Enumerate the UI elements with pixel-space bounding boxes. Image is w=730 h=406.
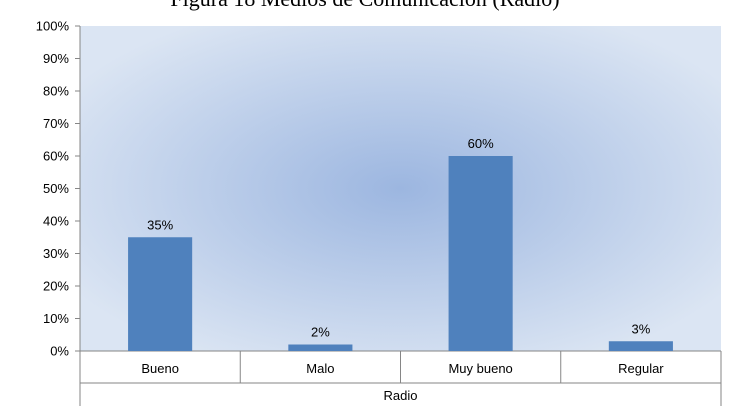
bar: [608, 341, 673, 351]
y-tick-label: 100%: [36, 19, 70, 34]
y-tick-label: 70%: [43, 116, 69, 131]
chart-title: Figura 18 Medios de Comunicación (Radio): [0, 0, 730, 12]
y-tick-label: 80%: [43, 84, 69, 99]
y-tick-label: 20%: [43, 279, 69, 294]
y-tick-label: 30%: [43, 246, 69, 261]
x-category-label: Muy bueno: [448, 361, 512, 376]
x-category-label: Bueno: [141, 361, 179, 376]
data-label: 60%: [468, 136, 494, 151]
bar: [128, 237, 193, 351]
y-tick-label: 10%: [43, 311, 69, 326]
bar: [448, 156, 513, 351]
x-category-label: Malo: [306, 361, 334, 376]
data-label: 3%: [631, 321, 650, 336]
data-label: 2%: [311, 325, 330, 340]
y-tick-label: 50%: [43, 181, 69, 196]
data-label: 35%: [147, 217, 173, 232]
y-tick-label: 0%: [50, 344, 69, 359]
x-group-label: Radio: [384, 388, 418, 403]
y-tick-label: 60%: [43, 149, 69, 164]
bar: [288, 344, 353, 351]
x-category-label: Regular: [618, 361, 664, 376]
y-tick-label: 40%: [43, 214, 69, 229]
y-tick-label: 90%: [43, 51, 69, 66]
